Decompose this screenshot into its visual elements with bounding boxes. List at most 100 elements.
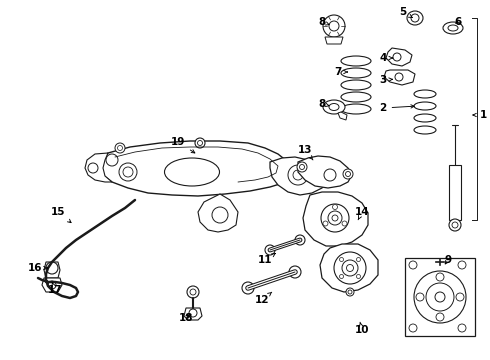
Circle shape: [265, 245, 275, 255]
Text: 6: 6: [454, 17, 462, 27]
Polygon shape: [270, 157, 328, 195]
Circle shape: [323, 221, 328, 226]
Ellipse shape: [341, 68, 371, 78]
Circle shape: [357, 257, 361, 261]
Circle shape: [346, 265, 353, 271]
Circle shape: [416, 293, 424, 301]
Circle shape: [426, 283, 454, 311]
Ellipse shape: [414, 102, 436, 110]
Ellipse shape: [341, 56, 371, 66]
Polygon shape: [198, 194, 238, 232]
Text: 14: 14: [355, 207, 369, 220]
Circle shape: [321, 204, 349, 232]
Circle shape: [242, 282, 254, 294]
Circle shape: [334, 252, 366, 284]
Circle shape: [332, 215, 338, 221]
Circle shape: [333, 204, 338, 210]
Circle shape: [212, 207, 228, 223]
Ellipse shape: [448, 25, 458, 31]
Text: 19: 19: [171, 137, 195, 153]
Circle shape: [342, 260, 358, 276]
Circle shape: [123, 167, 133, 177]
Text: 8: 8: [318, 99, 329, 109]
Polygon shape: [42, 278, 62, 292]
Text: 12: 12: [255, 292, 272, 305]
Text: 10: 10: [355, 322, 369, 335]
Circle shape: [409, 261, 417, 269]
Circle shape: [435, 292, 445, 302]
Ellipse shape: [329, 104, 339, 111]
Text: 17: 17: [48, 282, 62, 295]
Ellipse shape: [414, 114, 436, 122]
Text: 11: 11: [258, 253, 275, 265]
Circle shape: [299, 165, 304, 170]
Circle shape: [190, 289, 196, 295]
Circle shape: [195, 138, 205, 148]
Circle shape: [357, 274, 361, 279]
Circle shape: [458, 261, 466, 269]
Circle shape: [393, 53, 401, 61]
Circle shape: [289, 266, 301, 278]
Text: 5: 5: [399, 7, 412, 18]
Text: 1: 1: [473, 110, 487, 120]
Ellipse shape: [414, 90, 436, 98]
Circle shape: [436, 313, 444, 321]
Circle shape: [197, 140, 202, 145]
Circle shape: [115, 143, 125, 153]
Circle shape: [342, 221, 347, 226]
Circle shape: [323, 15, 345, 37]
Ellipse shape: [323, 100, 345, 114]
Circle shape: [458, 324, 466, 332]
Ellipse shape: [443, 22, 463, 34]
Polygon shape: [100, 141, 292, 196]
Text: 9: 9: [444, 255, 452, 265]
Circle shape: [456, 293, 464, 301]
Circle shape: [414, 271, 466, 323]
Polygon shape: [44, 262, 60, 278]
Text: 15: 15: [51, 207, 71, 222]
Text: 7: 7: [334, 67, 347, 77]
Circle shape: [295, 235, 305, 245]
Text: 3: 3: [379, 75, 392, 85]
Circle shape: [452, 222, 458, 228]
Ellipse shape: [341, 80, 371, 90]
Circle shape: [345, 171, 350, 176]
Circle shape: [293, 170, 303, 180]
Circle shape: [346, 288, 354, 296]
Polygon shape: [325, 37, 343, 44]
Polygon shape: [85, 153, 112, 182]
Polygon shape: [298, 156, 352, 188]
Ellipse shape: [341, 104, 371, 114]
Circle shape: [187, 286, 199, 298]
Circle shape: [411, 14, 419, 22]
Polygon shape: [386, 48, 412, 66]
Ellipse shape: [407, 11, 423, 25]
Text: 4: 4: [379, 53, 392, 63]
Circle shape: [119, 163, 137, 181]
Circle shape: [343, 169, 353, 179]
Circle shape: [297, 162, 307, 172]
Polygon shape: [320, 244, 378, 292]
Text: 16: 16: [28, 263, 48, 273]
Bar: [405, 258, 475, 336]
Polygon shape: [184, 308, 202, 320]
Circle shape: [340, 274, 343, 279]
Text: 2: 2: [379, 103, 414, 113]
Circle shape: [409, 324, 417, 332]
Circle shape: [88, 163, 98, 173]
Polygon shape: [303, 192, 368, 246]
Circle shape: [348, 290, 352, 294]
Text: 13: 13: [298, 145, 313, 160]
Text: 18: 18: [179, 313, 193, 323]
Circle shape: [48, 281, 56, 289]
Text: 8: 8: [318, 17, 329, 27]
Ellipse shape: [165, 158, 220, 186]
Circle shape: [46, 262, 58, 274]
Ellipse shape: [414, 126, 436, 134]
Circle shape: [106, 154, 118, 166]
Bar: [449, 165, 461, 220]
Polygon shape: [384, 70, 415, 85]
Circle shape: [449, 219, 461, 231]
Circle shape: [118, 145, 122, 150]
Circle shape: [288, 165, 308, 185]
